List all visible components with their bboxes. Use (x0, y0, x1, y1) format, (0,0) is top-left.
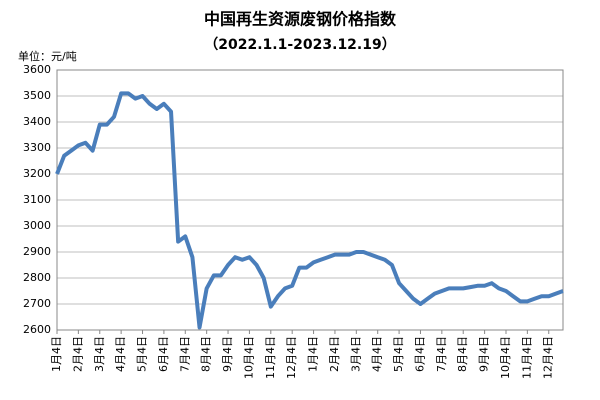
x-tick-label: 9月4日 (221, 336, 234, 372)
chart-subtitle: （2022.1.1-2023.12.19） (204, 37, 395, 53)
x-tick-label: 11月4日 (520, 336, 533, 379)
x-tick-label: 2月4日 (328, 336, 341, 372)
x-tick-label: 5月4日 (136, 336, 149, 372)
x-tick-label: 2月4日 (71, 336, 84, 372)
x-tick-label: 11月4日 (264, 336, 277, 379)
y-tick-label: 3600 (23, 63, 51, 76)
x-tick-label: 7月4日 (435, 336, 448, 372)
x-tick-label: 8月4日 (456, 336, 469, 372)
x-tick-label: 7月4日 (178, 336, 191, 372)
x-tick-label: 3月4日 (349, 336, 362, 372)
y-tick-label: 3200 (23, 167, 51, 180)
data-line (55, 91, 564, 330)
x-tick-label: 10月4日 (242, 336, 255, 379)
x-tick-label: 6月4日 (157, 336, 170, 372)
x-tick-label: 1月4日 (307, 336, 320, 372)
y-tick-label: 3100 (23, 193, 51, 206)
plot-border (56, 69, 564, 331)
y-tick-label: 3400 (23, 115, 51, 128)
x-tick-label: 8月4日 (200, 336, 213, 372)
y-tick-label: 3500 (23, 89, 51, 102)
x-tick-label: 6月4日 (413, 336, 426, 372)
x-tick-label: 5月4日 (392, 336, 405, 372)
unit-label: 单位：元/吨 (18, 49, 77, 63)
x-tick-label: 4月4日 (371, 336, 384, 372)
x-tick-label: 12月4日 (285, 336, 298, 379)
x-tick-label: 9月4日 (478, 336, 491, 372)
y-tick-label: 2900 (23, 245, 51, 258)
x-tick-label: 12月4日 (542, 336, 555, 379)
x-tick-label: 10月4日 (499, 336, 512, 379)
chart-title: 中国再生资源废钢价格指数 (204, 10, 397, 29)
x-tick-label: 3月4日 (93, 336, 106, 372)
y-tick-label: 2800 (23, 271, 51, 284)
x-tick-label: 4月4日 (114, 336, 127, 372)
y-tick-label: 3300 (23, 141, 51, 154)
y-tick-label: 2600 (23, 323, 51, 336)
y-tick-label: 3000 (23, 219, 51, 232)
x-tick-label: 1月4日 (50, 336, 63, 372)
y-tick-label: 2700 (23, 297, 51, 310)
